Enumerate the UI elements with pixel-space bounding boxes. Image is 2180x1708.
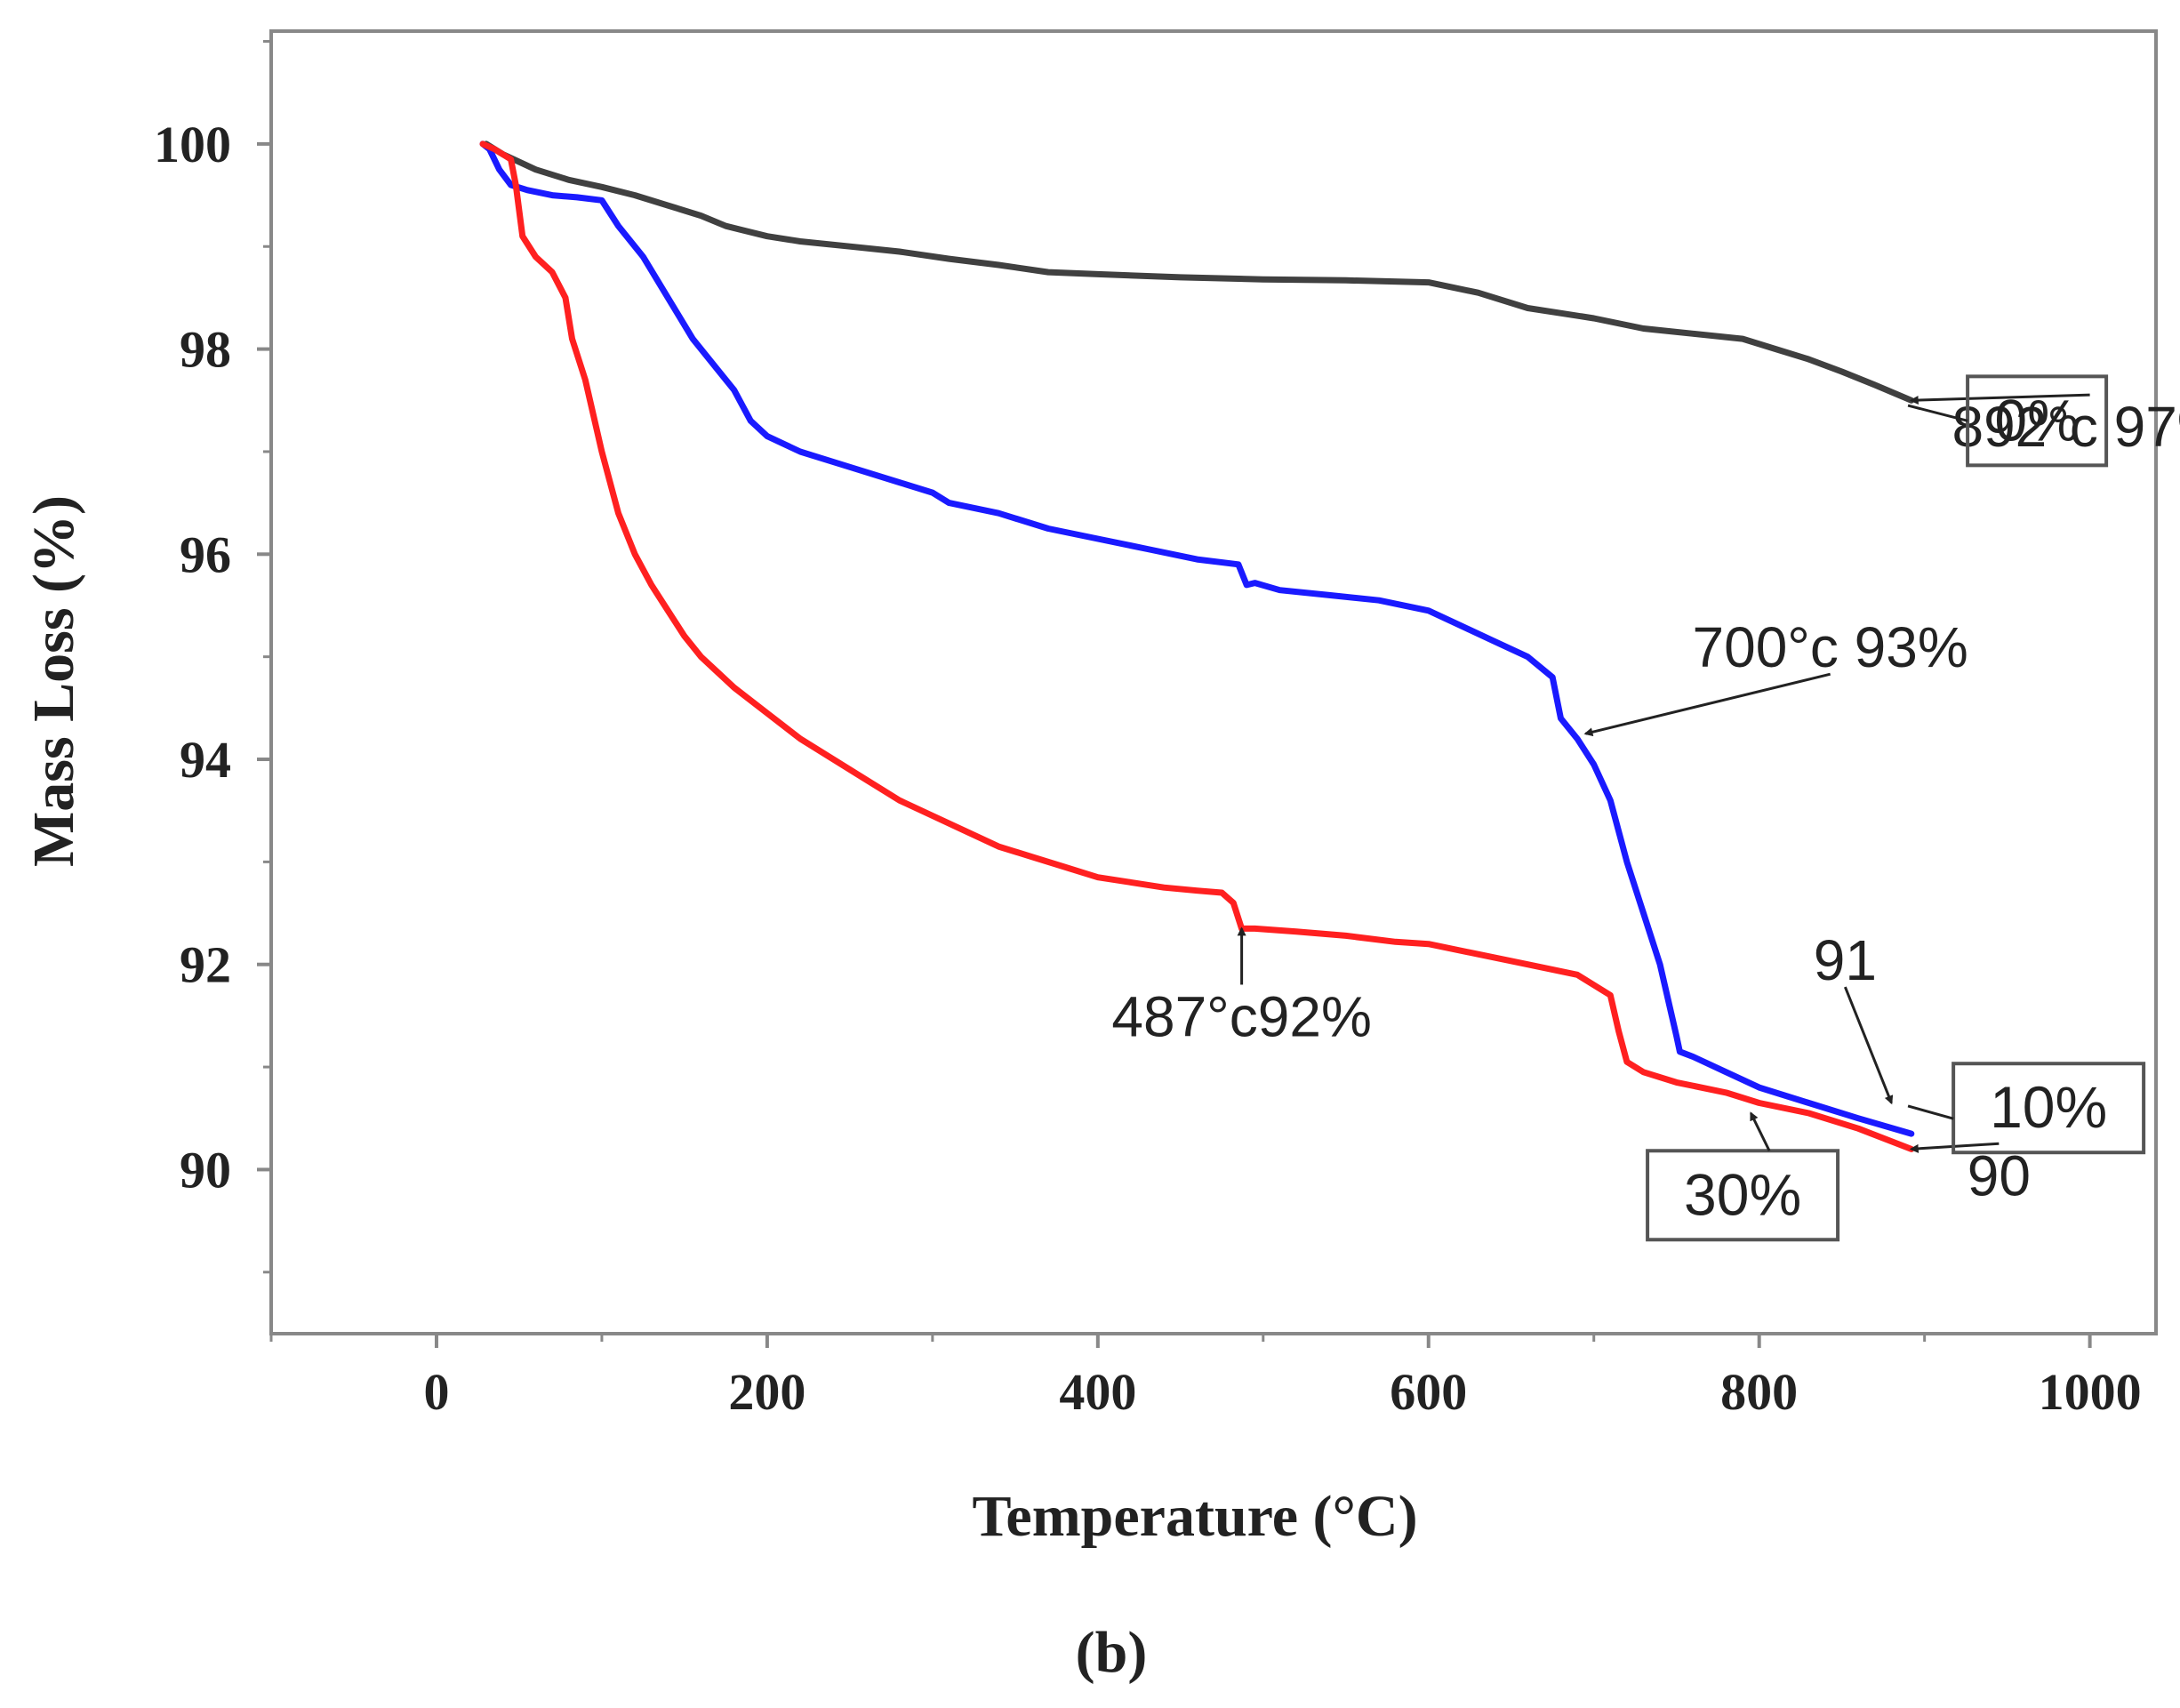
legend-box-label: 0%	[1994, 387, 2079, 453]
legend-box-frame	[1646, 1149, 1840, 1242]
legend-box-label: 10%	[1990, 1074, 2107, 1140]
legend-box-undefined: 30%	[1646, 1111, 1840, 1242]
series-line-30pct	[479, 140, 1915, 1152]
annotation-3: 91	[1814, 928, 1877, 992]
x-tick-label-0: 0	[423, 1363, 449, 1421]
series-line-0pct	[483, 140, 1915, 404]
annotation-2: 487°c92%	[1111, 984, 1371, 1048]
y-tick-label-96: 96	[180, 525, 231, 583]
annotation-1: 700°c 93%	[1693, 615, 1968, 679]
figure-caption: (b)	[1076, 1620, 1148, 1685]
annotation-0: 892°c 97%	[1952, 395, 2180, 459]
x-axis-label: Temperature (°C)	[972, 1484, 1417, 1549]
series-line-10pct	[479, 140, 1915, 1137]
y-tick-label-92: 92	[180, 936, 231, 994]
y-axis-label: Mass Loss (%)	[21, 495, 86, 867]
legend-box-arrow	[1750, 1111, 1771, 1151]
annotation-arrow-3	[1843, 986, 1894, 1105]
x-tick-label-800: 800	[1720, 1363, 1798, 1421]
legend-box-leader	[1907, 1104, 1954, 1120]
annotation-arrow-1	[1583, 672, 1831, 737]
legend-box-leader	[1907, 404, 1968, 422]
legend-box-frame	[1952, 1062, 2146, 1155]
plot-frame	[269, 29, 2158, 1335]
legend-box-undefined: 0%	[1907, 374, 2109, 468]
x-tick-label-1000: 1000	[2039, 1363, 2142, 1421]
x-tick-label-600: 600	[1390, 1363, 1467, 1421]
y-tick-label-94: 94	[180, 731, 231, 789]
annotation-arrow-0	[1909, 393, 2090, 405]
annotation-4: 90	[1968, 1143, 2031, 1207]
x-tick-label-400: 400	[1059, 1363, 1136, 1421]
y-tick-label-100: 100	[154, 116, 231, 173]
legend-box-label: 30%	[1684, 1161, 1801, 1227]
y-tick-label-90: 90	[180, 1141, 231, 1199]
x-tick-label-200: 200	[728, 1363, 805, 1421]
y-tick-label-98: 98	[180, 321, 231, 379]
legend-box-undefined: 10%	[1907, 1062, 2146, 1155]
